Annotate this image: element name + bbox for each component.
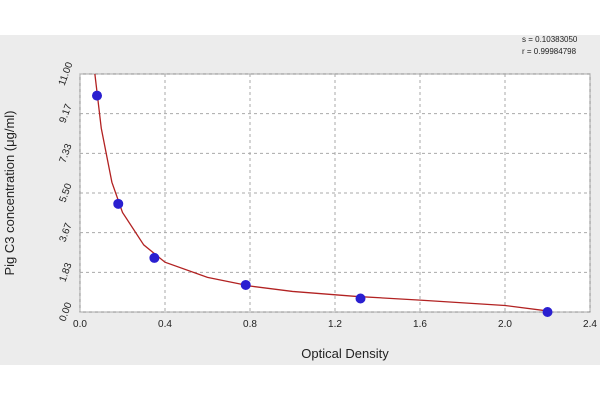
point — [355, 293, 366, 304]
x-tick-label: 1.2 — [328, 319, 342, 330]
x-tick-label: 0.0 — [73, 319, 87, 330]
fit-curve — [94, 73, 548, 312]
annotation: s = 0.10383050 — [522, 35, 578, 44]
x-tick-label: 0.8 — [243, 319, 257, 330]
point — [113, 198, 124, 209]
point — [542, 307, 553, 317]
point — [92, 90, 102, 101]
x-tick-label: 2.4 — [583, 319, 597, 330]
x-axis-label: Optical Density — [301, 346, 389, 361]
point — [149, 252, 160, 263]
x-tick-label: 0.4 — [158, 319, 172, 330]
x-tick-label: 2.0 — [498, 319, 512, 330]
y-axis-label: Pig C3 concentration (μg/ml) — [2, 110, 17, 275]
annotation: r = 0.99984798 — [522, 47, 577, 56]
point — [240, 279, 251, 290]
x-tick-label: 1.6 — [413, 319, 427, 330]
